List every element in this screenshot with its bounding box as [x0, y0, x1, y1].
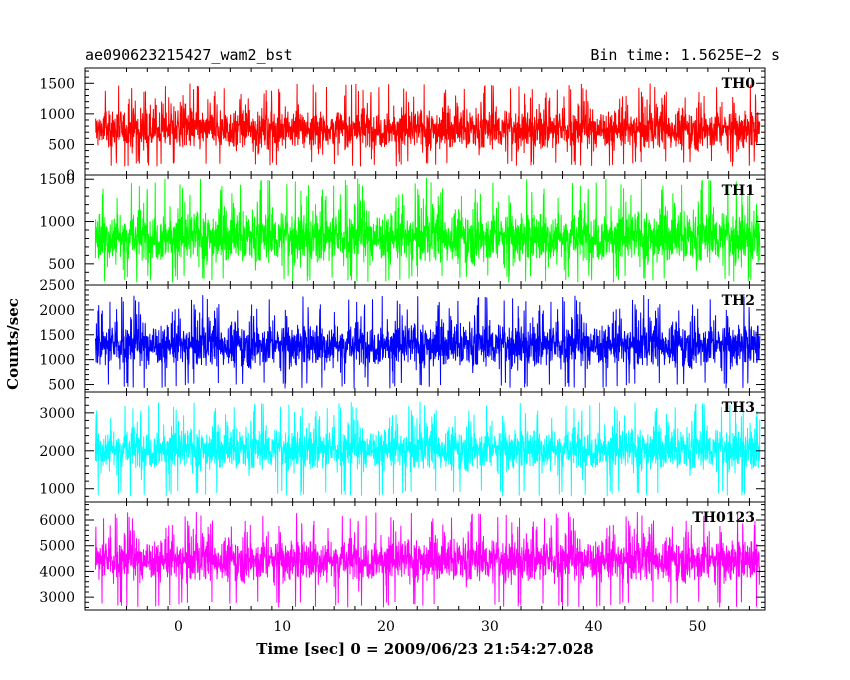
y-tick-label: 1000	[39, 107, 75, 123]
y-tick-label: 1000	[39, 215, 75, 231]
series-label-th2: TH2	[722, 293, 755, 309]
y-tick-label: 3000	[39, 590, 75, 606]
y-tick-label: 2000	[39, 303, 75, 319]
series-trace-th0	[95, 83, 761, 167]
y-tick-label: 1500	[39, 328, 75, 344]
x-tick-label: 40	[585, 619, 603, 635]
y-tick-label: 3000	[39, 406, 75, 422]
series-trace-th1	[94, 177, 761, 283]
x-tick-label: 30	[481, 619, 499, 635]
series-label-th0: TH0	[722, 76, 756, 92]
x-tick-label: 10	[273, 619, 291, 635]
series-label-th1: TH1	[722, 183, 755, 199]
chart-title: ae090623215427_wam2_bst	[85, 46, 293, 64]
y-tick-label: 500	[48, 257, 75, 273]
y-tick-label: 1500	[39, 76, 75, 92]
y-tick-label: 1500	[39, 172, 75, 188]
series-trace-th2	[94, 295, 761, 389]
y-tick-label: 500	[48, 137, 75, 153]
y-tick-label: 0	[66, 168, 75, 184]
y-tick-label: 1000	[39, 482, 75, 498]
x-tick-label: 0	[174, 619, 183, 635]
y-axis-title: Counts/sec	[4, 298, 22, 390]
y-tick-label: 5000	[39, 539, 75, 555]
y-tick-label: 500	[48, 378, 75, 394]
series-trace-th0123	[94, 511, 761, 608]
series-label-th0123: TH0123	[692, 510, 755, 526]
bin-time-label: Bin time: 1.5625E−2 s	[590, 46, 780, 64]
series-label-th3: TH3	[722, 400, 755, 416]
x-axis-title: Time [sec] 0 = 2009/06/23 21:54:27.028	[256, 640, 593, 658]
x-tick-label: 20	[377, 619, 395, 635]
x-tick-label: 50	[689, 619, 707, 635]
y-tick-label: 2000	[39, 444, 75, 460]
y-tick-label: 4000	[39, 564, 75, 580]
y-tick-label: 2500	[39, 278, 75, 294]
series-trace-th3	[94, 401, 761, 497]
y-tick-label: 1000	[39, 353, 75, 369]
y-tick-label: 6000	[39, 513, 75, 529]
